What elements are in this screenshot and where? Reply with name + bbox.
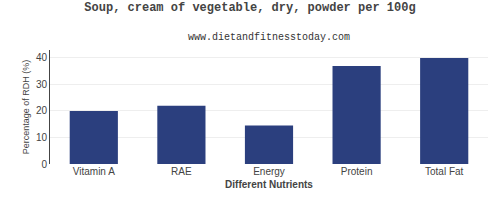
svg-text:www.dietandfitnesstoday.com: www.dietandfitnesstoday.com <box>188 32 350 43</box>
svg-text:Total Fat: Total Fat <box>425 166 464 177</box>
svg-text:Percentage of RDH (%): Percentage of RDH (%) <box>21 60 31 155</box>
svg-text:10: 10 <box>36 132 48 143</box>
svg-text:Energy: Energy <box>253 166 285 177</box>
svg-text:20: 20 <box>36 105 48 116</box>
svg-text:Protein: Protein <box>341 166 373 177</box>
svg-text:40: 40 <box>36 52 48 63</box>
svg-text:Different Nutrients: Different Nutrients <box>225 179 313 190</box>
svg-text:RAE: RAE <box>171 166 192 177</box>
svg-text:Soup, cream of vegetable, dry,: Soup, cream of vegetable, dry, powder pe… <box>84 1 415 15</box>
svg-text:0: 0 <box>41 159 47 170</box>
svg-text:Vitamin A: Vitamin A <box>73 166 115 177</box>
svg-text:30: 30 <box>36 79 48 90</box>
